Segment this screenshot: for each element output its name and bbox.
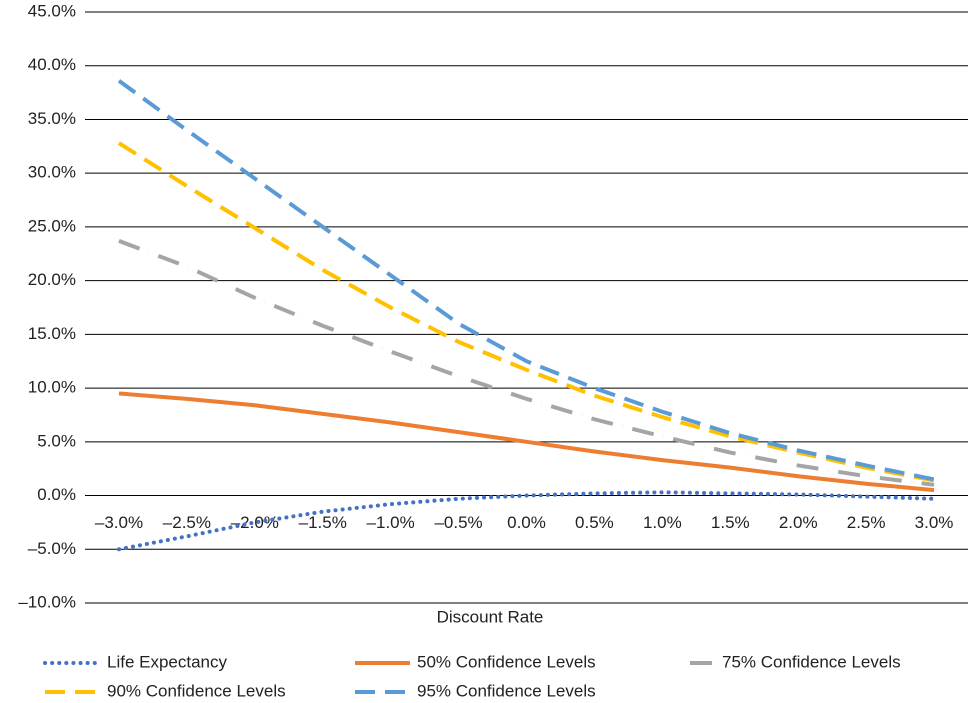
y-tick-label: 40.0% xyxy=(28,55,76,74)
x-tick-label: –1.5% xyxy=(299,513,347,532)
series-line xyxy=(118,239,935,487)
y-tick-label: –5.0% xyxy=(28,539,76,558)
y-tick-label: 35.0% xyxy=(28,109,76,128)
y-tick-label: 20.0% xyxy=(28,270,76,289)
x-tick-label: 0.5% xyxy=(575,513,614,532)
x-tick-label: 0.0% xyxy=(507,513,546,532)
legend-label: 75% Confidence Levels xyxy=(722,652,901,671)
x-tick-label: 2.5% xyxy=(847,513,886,532)
y-tick-label: 5.0% xyxy=(37,431,76,450)
y-tick-label: 15.0% xyxy=(28,324,76,343)
y-tick-label: 10.0% xyxy=(28,378,76,397)
series-line xyxy=(116,490,937,552)
legend-label: 50% Confidence Levels xyxy=(417,652,596,671)
x-tick-label: 1.0% xyxy=(643,513,682,532)
y-tick-label: –10.0% xyxy=(18,592,76,611)
series-line xyxy=(117,141,935,483)
y-tick-label: 25.0% xyxy=(28,216,76,235)
series-line xyxy=(117,79,935,482)
y-tick-label: 30.0% xyxy=(28,163,76,182)
x-tick-label: –3.0% xyxy=(95,513,143,532)
legend-label: Life Expectancy xyxy=(107,652,228,671)
x-tick-label: –1.0% xyxy=(367,513,415,532)
x-axis-title: Discount Rate xyxy=(437,607,544,626)
y-tick-label: 0.0% xyxy=(37,485,76,504)
x-tick-label: –2.0% xyxy=(231,513,279,532)
x-tick-label: –0.5% xyxy=(434,513,482,532)
x-tick-label: 1.5% xyxy=(711,513,750,532)
series-line xyxy=(118,391,935,493)
x-tick-label: –2.5% xyxy=(163,513,211,532)
x-tick-label: 3.0% xyxy=(915,513,954,532)
x-tick-label: 2.0% xyxy=(779,513,818,532)
legend-label: 95% Confidence Levels xyxy=(417,681,596,700)
y-tick-label: 45.0% xyxy=(28,1,76,20)
legend-label: 90% Confidence Levels xyxy=(107,681,286,700)
